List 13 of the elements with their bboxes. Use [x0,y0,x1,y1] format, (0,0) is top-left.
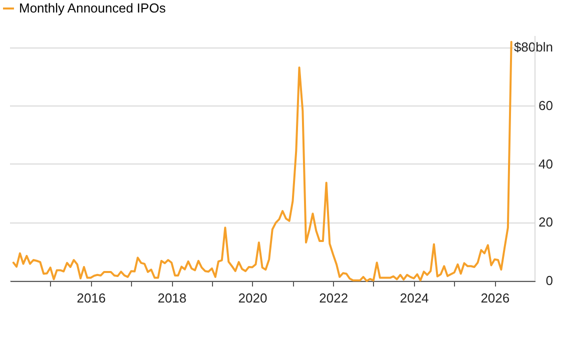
legend-label: Monthly Announced IPOs [19,0,166,16]
y-tick-label: 0 [546,273,553,288]
y-tick-label: $80bln [514,40,553,55]
y-tick-label: 20 [538,214,553,230]
x-tick-label: 2016 [76,290,106,306]
x-tick-label: 2022 [319,290,348,306]
x-tick-label: 2026 [480,290,510,306]
y-tick-label: 60 [538,98,553,113]
y-tick-label: 40 [538,156,553,172]
line-series [12,40,512,282]
x-tick-label: 2024 [400,290,429,306]
x-tick-label: 2018 [158,290,187,306]
x-tick-label: 2020 [238,290,268,306]
